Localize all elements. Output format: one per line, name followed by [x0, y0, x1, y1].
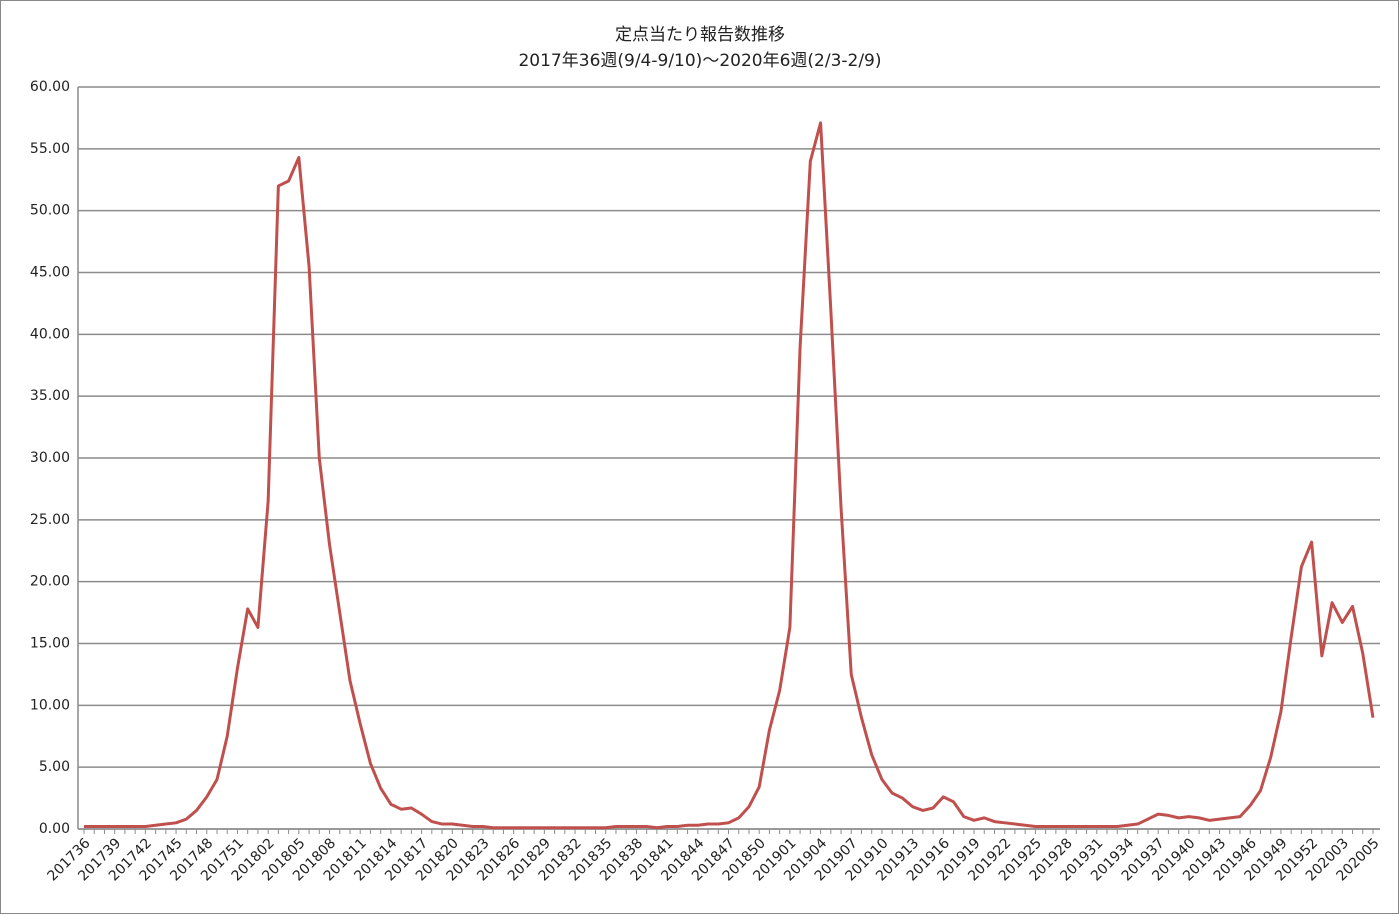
- chart-subtitle: 2017年36週(9/4-9/10)～2020年6週(2/3-2/9): [518, 51, 881, 71]
- data-line: [84, 121, 1375, 830]
- y-tick-label: 35.00: [30, 388, 70, 404]
- y-tick-label: 60.00: [30, 79, 70, 95]
- y-tick-label: 0.00: [39, 821, 70, 837]
- y-tick-label: 30.00: [30, 450, 70, 466]
- y-tick-label: 25.00: [30, 512, 70, 528]
- y-tick-label: 40.00: [30, 326, 70, 342]
- chart-title: 定点当たり報告数推移: [615, 25, 785, 45]
- y-tick-label: 5.00: [39, 759, 70, 775]
- y-tick-label: 55.00: [30, 141, 70, 157]
- y-tick-label: 50.00: [30, 203, 70, 219]
- y-tick-label: 45.00: [30, 265, 70, 281]
- y-tick-label: 20.00: [30, 574, 70, 590]
- y-tick-label: 15.00: [30, 636, 70, 652]
- y-tick-label: 10.00: [30, 697, 70, 713]
